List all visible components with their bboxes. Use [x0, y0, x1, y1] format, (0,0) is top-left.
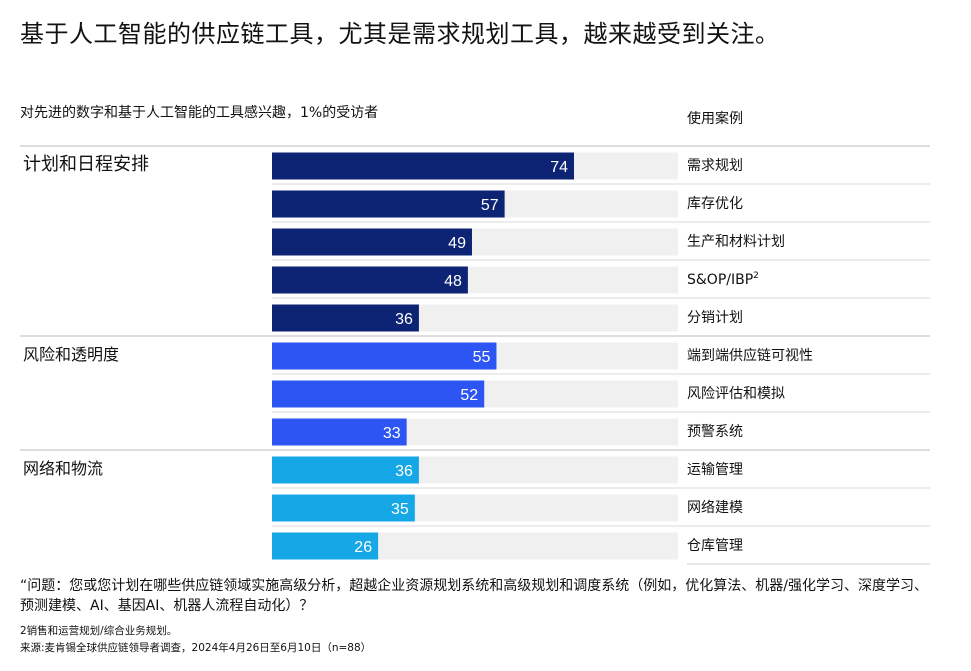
bar — [272, 418, 407, 446]
bar — [272, 532, 379, 560]
bar — [272, 380, 485, 408]
footnote-marker: 2 — [753, 271, 759, 281]
use-case-label: 运输管理 — [687, 462, 743, 478]
use-case-label: 端到端供应链可视性 — [687, 347, 813, 364]
bar-value-label: 74 — [550, 159, 568, 176]
sop-footnote: 2销售和运营规划/综合业务规划。 — [20, 625, 178, 637]
use-case-label: 仓库管理 — [687, 538, 743, 554]
use-case-label: 预警系统 — [687, 424, 743, 440]
bar — [272, 190, 505, 218]
bar — [272, 152, 574, 180]
bar-value-label: 35 — [391, 501, 409, 518]
source-note: 来源:麦肯锡全球供应链领导者调查，2024年4月26日至6月10日（n=88） — [20, 642, 372, 654]
page-title: 基于人工智能的供应链工具，尤其是需求规划工具，越来越受到关注。 — [20, 20, 780, 48]
use-case-column-header: 使用案例 — [687, 111, 743, 127]
group-label: 计划和日程安排 — [23, 154, 149, 175]
bar-value-label: 48 — [444, 273, 462, 290]
bar — [272, 342, 497, 370]
bar-value-label: 33 — [383, 425, 401, 442]
use-case-label: 库存优化 — [687, 196, 743, 212]
bar-value-label: 49 — [448, 235, 466, 252]
bar-value-label: 55 — [473, 349, 491, 366]
group-label: 风险和透明度 — [23, 345, 119, 364]
bar-value-label: 26 — [354, 539, 372, 556]
bar-value-label: 36 — [395, 463, 413, 480]
bar — [272, 304, 419, 332]
use-case-label: 分销计划 — [687, 310, 743, 326]
chart-subtitle: 对先进的数字和基于人工智能的工具感兴趣，1%的受访者 — [20, 105, 379, 121]
bar — [272, 456, 419, 484]
bar-value-label: 36 — [395, 311, 413, 328]
bar — [272, 266, 468, 294]
bar — [272, 228, 472, 256]
use-case-label: 风险评估和模拟 — [687, 386, 785, 402]
group-label: 网络和物流 — [23, 459, 103, 478]
use-case-label: 需求规划 — [687, 158, 743, 174]
bar — [272, 494, 415, 522]
use-case-label: 生产和材料计划 — [687, 234, 785, 250]
bar-value-label: 57 — [481, 197, 499, 214]
survey-question-note: “问题：您或您计划在哪些供应链领域实施高级分析，超越企业资源规划系统和高级规划和… — [20, 578, 928, 614]
use-case-label: S&OP/IBP2 — [687, 271, 759, 288]
use-case-label: 网络建模 — [687, 500, 743, 516]
bar-value-label: 52 — [460, 387, 478, 404]
